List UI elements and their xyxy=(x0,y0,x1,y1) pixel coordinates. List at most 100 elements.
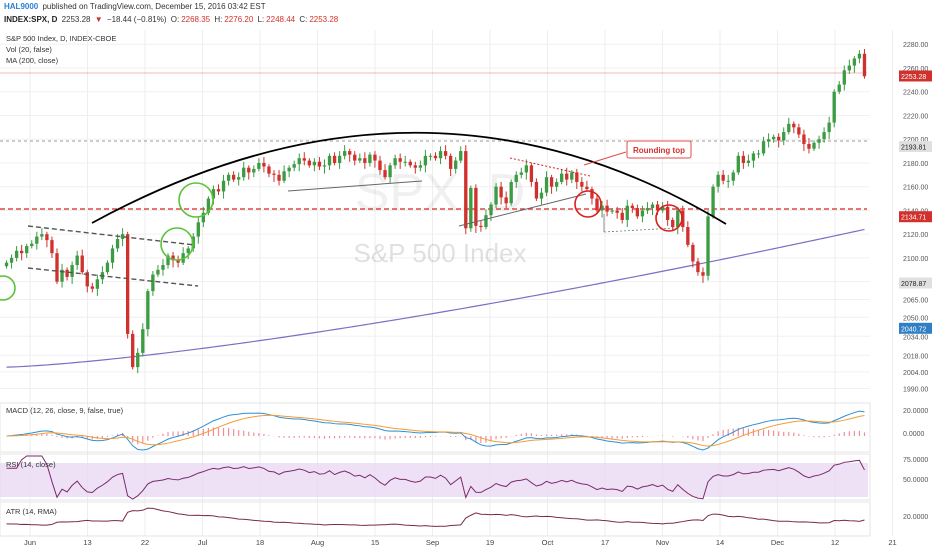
candle xyxy=(105,260,110,275)
grid xyxy=(0,30,893,536)
rsi-line xyxy=(6,455,865,500)
candle xyxy=(766,133,771,148)
candle xyxy=(231,171,236,182)
candle xyxy=(342,145,347,160)
open-label: O: xyxy=(170,15,180,24)
atr-series xyxy=(6,507,865,527)
price-tick-label: 2018.00 xyxy=(903,353,928,360)
date-axis[interactable]: Jun 13 22 Jul 18 Aug 15 Sep 19 Oct 17 Nov 14 Dec 12 21 xyxy=(24,538,897,547)
candle xyxy=(852,56,857,73)
candle xyxy=(176,255,180,268)
candle xyxy=(726,174,730,188)
candle xyxy=(418,160,423,172)
candle xyxy=(428,153,433,161)
green-circle-1[interactable] xyxy=(0,275,16,301)
candle xyxy=(348,148,352,162)
candle xyxy=(827,116,831,140)
publish-line: HAL9000 published on TradingView.com, De… xyxy=(4,2,268,11)
candle xyxy=(312,158,317,172)
price-tick-label: 2100.00 xyxy=(903,256,928,263)
candle xyxy=(373,151,377,168)
channel-lower-line[interactable] xyxy=(27,267,199,287)
sub-tick-label: 0.0000 xyxy=(903,431,925,438)
candle xyxy=(408,159,412,168)
date-tick-label: Jul xyxy=(198,538,208,547)
candle xyxy=(524,159,529,180)
candle xyxy=(837,81,841,95)
last-price: 2253.28 xyxy=(61,15,91,24)
candle xyxy=(706,210,710,281)
candle xyxy=(14,246,19,262)
candle xyxy=(307,158,311,168)
candle xyxy=(247,165,251,180)
candle xyxy=(237,172,241,186)
candle xyxy=(817,135,821,149)
candle xyxy=(30,240,34,249)
channel-upper-line[interactable] xyxy=(27,225,196,246)
candle xyxy=(120,228,125,247)
candle xyxy=(832,89,836,128)
ma-200-line xyxy=(6,228,865,368)
candle xyxy=(539,187,544,205)
candle xyxy=(454,157,458,174)
red-circle-2[interactable] xyxy=(655,204,683,232)
author-name[interactable]: HAL9000 xyxy=(4,2,39,11)
candle xyxy=(544,171,549,197)
candle xyxy=(151,270,155,296)
candle xyxy=(585,180,589,192)
candle xyxy=(85,269,89,293)
candle xyxy=(777,133,781,148)
candle xyxy=(610,208,614,214)
candle xyxy=(620,208,624,224)
candle xyxy=(443,145,448,160)
price-marker: 2040.72 xyxy=(899,322,932,334)
sub-tick-label: 50.0000 xyxy=(903,477,928,484)
red-circle-1[interactable] xyxy=(574,190,602,218)
candle xyxy=(842,65,846,91)
candle xyxy=(560,168,564,185)
candle xyxy=(802,129,806,152)
candles xyxy=(4,48,867,374)
trend-line-aug[interactable] xyxy=(287,180,423,192)
candle xyxy=(479,221,483,232)
candle xyxy=(575,168,579,190)
price-tick-label: 2280.00 xyxy=(903,42,928,49)
change-down-icon: ▼ xyxy=(94,15,103,24)
resistance-dotted-line[interactable] xyxy=(509,157,591,177)
price-tick-label: 2260.00 xyxy=(903,66,928,73)
candle xyxy=(645,202,650,214)
candle xyxy=(257,158,261,172)
open-value: 2268.35 xyxy=(181,15,211,24)
candle xyxy=(716,171,720,193)
rounding-top-callout[interactable]: Rounding top xyxy=(583,140,692,166)
publish-info: published on TradingView.com, December 1… xyxy=(42,2,266,11)
candle xyxy=(40,228,44,241)
candle xyxy=(499,181,503,205)
candle xyxy=(9,254,14,269)
green-circle-2[interactable] xyxy=(160,227,194,261)
candle xyxy=(221,174,226,199)
candle xyxy=(131,330,135,370)
candle xyxy=(549,174,554,194)
candle xyxy=(353,151,357,166)
candle xyxy=(368,152,372,167)
date-tick-label: 14 xyxy=(716,538,724,547)
green-circle-3[interactable] xyxy=(178,182,214,218)
price-tick-label: 2180.00 xyxy=(903,161,928,168)
trend-line-sep[interactable] xyxy=(458,193,587,227)
atr-panel: ATR (14, RMA) xyxy=(0,501,871,537)
candle xyxy=(423,149,428,173)
candle xyxy=(95,274,100,296)
price-marker-label: 2078.87 xyxy=(901,281,926,288)
candle xyxy=(332,152,337,166)
price-tick-label: 2200.00 xyxy=(903,137,928,144)
price-tick-label: 2220.00 xyxy=(903,113,928,120)
price-axis[interactable]: 2280.00 2260.00 2240.00 2220.00 2200.00 2180.… xyxy=(899,42,932,394)
date-tick-label: 12 xyxy=(831,538,839,547)
rounding-top-arc[interactable] xyxy=(91,131,727,225)
price-tick-label: 2050.00 xyxy=(903,315,928,322)
candle xyxy=(50,236,54,258)
candle xyxy=(857,50,862,64)
high-label: H: xyxy=(214,15,223,24)
